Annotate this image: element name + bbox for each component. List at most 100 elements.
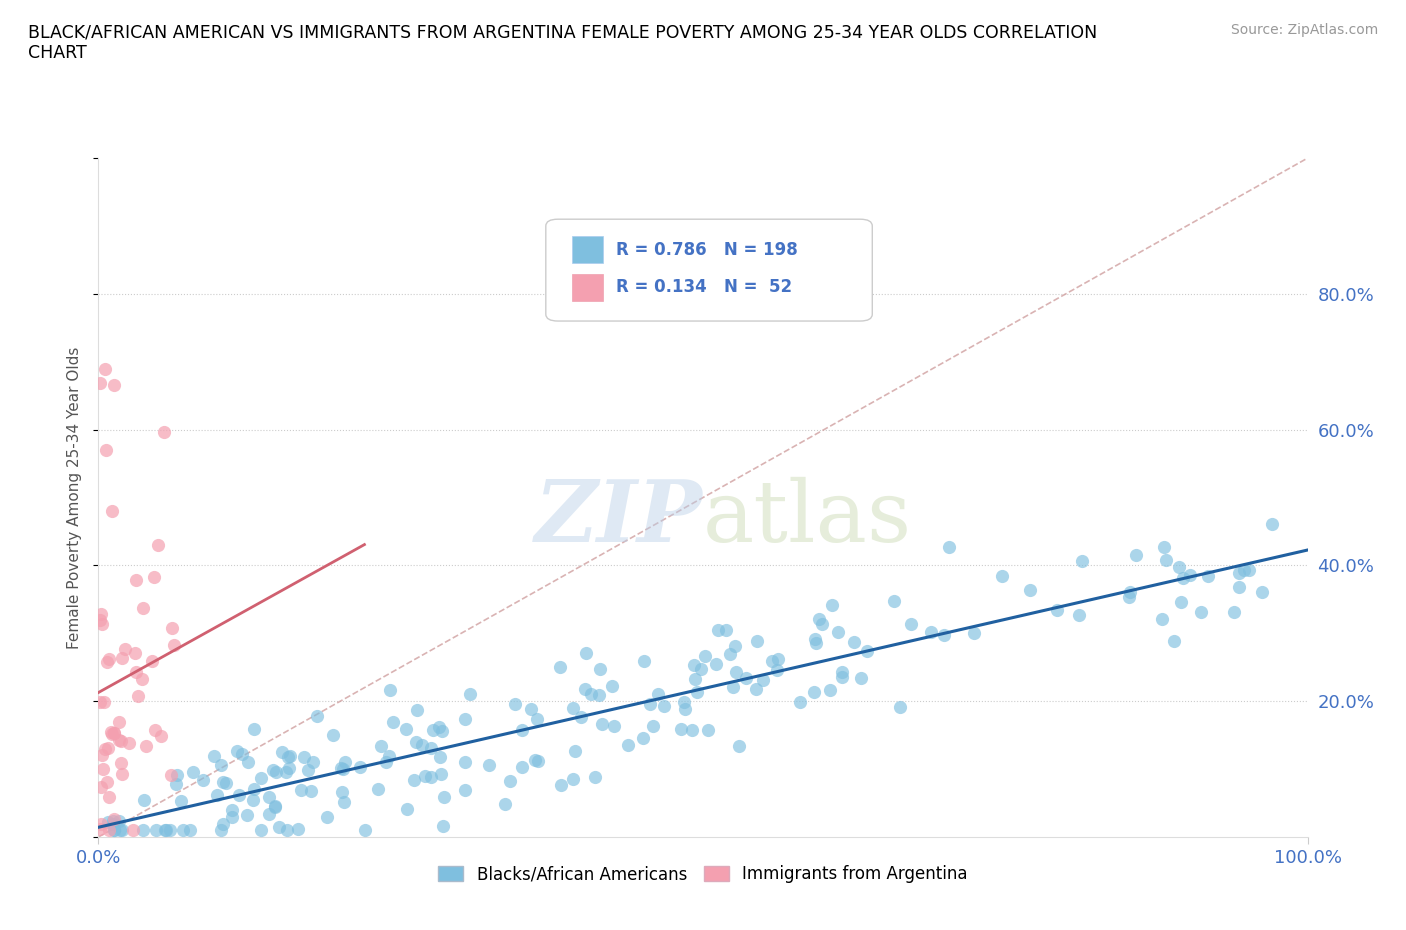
Point xyxy=(266,764,288,779)
Point xyxy=(1118,590,1140,604)
Point xyxy=(96,655,118,670)
Point xyxy=(588,687,610,702)
Point xyxy=(249,770,271,785)
Point xyxy=(683,672,706,687)
Text: R = 0.134   N =  52: R = 0.134 N = 52 xyxy=(616,278,792,296)
Point xyxy=(821,597,844,612)
Point xyxy=(172,822,194,837)
Point xyxy=(90,817,112,831)
Point xyxy=(332,762,354,777)
Point xyxy=(89,695,111,710)
Point xyxy=(727,738,749,753)
Point xyxy=(454,754,477,769)
Point xyxy=(1167,560,1189,575)
Point xyxy=(108,732,131,747)
Point xyxy=(209,757,232,772)
Point xyxy=(209,823,232,838)
Point xyxy=(264,799,287,814)
Point xyxy=(564,744,586,759)
Point xyxy=(883,593,905,608)
Point xyxy=(277,750,299,764)
Point xyxy=(226,744,249,759)
Point xyxy=(125,573,148,588)
Point xyxy=(242,792,264,807)
Point xyxy=(494,796,516,811)
Point xyxy=(165,777,187,791)
Point xyxy=(297,763,319,777)
Point xyxy=(900,617,922,631)
Point xyxy=(1178,568,1201,583)
Point xyxy=(257,790,280,804)
Point xyxy=(851,671,873,686)
Point xyxy=(228,788,250,803)
Point xyxy=(697,723,720,737)
Point xyxy=(276,823,298,838)
Point xyxy=(127,689,149,704)
Point xyxy=(124,645,146,660)
Point xyxy=(287,821,309,836)
Point xyxy=(110,823,132,838)
Point xyxy=(429,750,451,764)
Point xyxy=(107,814,129,829)
Point xyxy=(97,815,120,830)
Point xyxy=(155,823,177,838)
Point xyxy=(134,792,156,807)
Point xyxy=(103,812,125,827)
Text: BLACK/AFRICAN AMERICAN VS IMMIGRANTS FROM ARGENTINA FEMALE POVERTY AMONG 25-34 Y: BLACK/AFRICAN AMERICAN VS IMMIGRANTS FRO… xyxy=(28,23,1097,62)
Point xyxy=(221,809,243,824)
Point xyxy=(575,645,598,660)
FancyBboxPatch shape xyxy=(572,273,603,300)
Point xyxy=(97,790,120,804)
Point xyxy=(367,781,389,796)
Point xyxy=(152,424,174,439)
Point xyxy=(585,770,607,785)
Point xyxy=(810,617,832,631)
Text: Source: ZipAtlas.com: Source: ZipAtlas.com xyxy=(1230,23,1378,37)
Point xyxy=(149,728,172,743)
Point xyxy=(159,823,181,838)
Point xyxy=(402,772,425,787)
Point xyxy=(97,741,120,756)
Point xyxy=(641,719,664,734)
Point xyxy=(370,738,392,753)
Point xyxy=(689,661,711,676)
Point xyxy=(1189,604,1212,619)
Point xyxy=(562,701,585,716)
Point xyxy=(807,611,830,626)
Point xyxy=(683,658,706,672)
Point xyxy=(1046,603,1069,618)
Point xyxy=(377,749,399,764)
Point xyxy=(420,741,443,756)
Point xyxy=(125,664,148,679)
Point xyxy=(478,757,501,772)
Point xyxy=(179,823,201,838)
Point xyxy=(422,723,444,737)
Point xyxy=(963,626,986,641)
Point xyxy=(526,711,548,726)
Point xyxy=(160,768,183,783)
Point xyxy=(1260,517,1282,532)
Legend: Blacks/African Americans, Immigrants from Argentina: Blacks/African Americans, Immigrants fro… xyxy=(432,858,974,890)
Point xyxy=(889,700,911,715)
Text: ZIP: ZIP xyxy=(536,476,703,560)
Point xyxy=(616,737,638,752)
Point xyxy=(264,798,287,813)
Point xyxy=(818,682,841,697)
Point xyxy=(250,823,273,838)
Point xyxy=(142,569,165,584)
Point xyxy=(920,625,942,640)
Point xyxy=(90,606,112,621)
Point xyxy=(382,714,405,729)
Point xyxy=(100,724,122,739)
Point xyxy=(221,803,243,817)
Point xyxy=(453,711,475,726)
Point xyxy=(101,504,124,519)
Point xyxy=(548,660,571,675)
Point xyxy=(332,794,354,809)
Point xyxy=(827,625,849,640)
Point xyxy=(934,628,956,643)
Point xyxy=(405,735,427,750)
Point xyxy=(212,775,235,790)
Point xyxy=(550,777,572,792)
Point xyxy=(107,714,129,729)
